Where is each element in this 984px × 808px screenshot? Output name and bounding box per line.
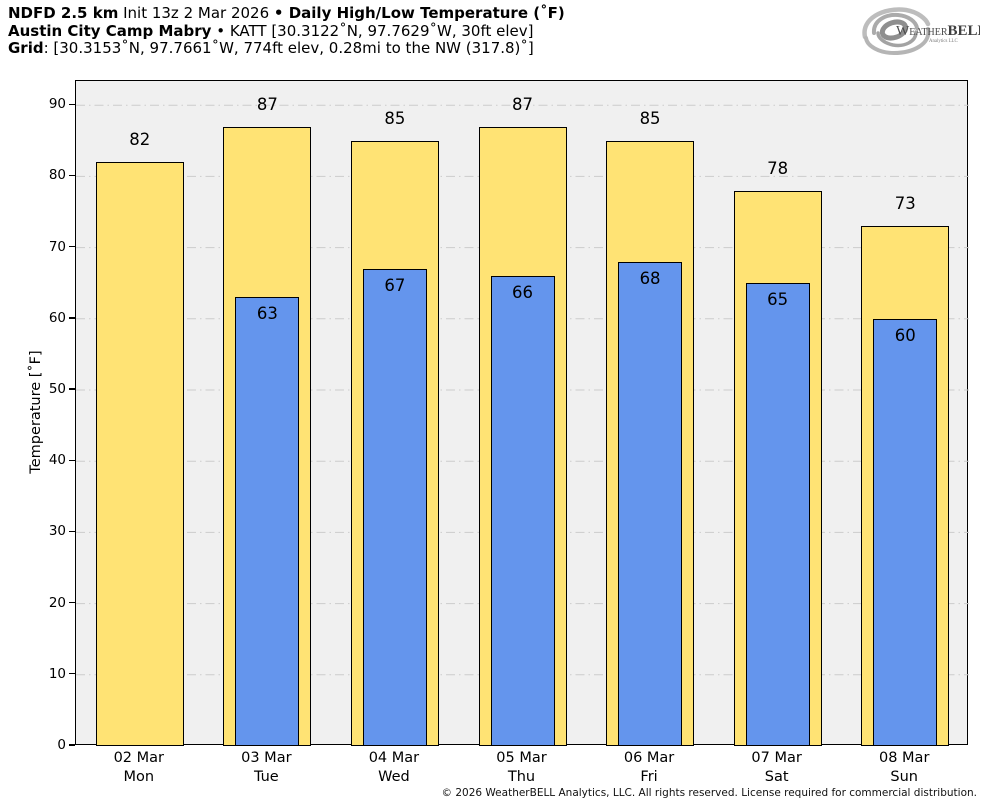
- x-tick-date: 06 Mar: [623, 750, 675, 766]
- logo-subtext: Analytics LLC: [929, 39, 958, 44]
- grid-coords: : [30.3153˚N, 97.7661˚W, 774ft elev, 0.2…: [43, 39, 534, 57]
- high-value-label: 82: [129, 130, 151, 150]
- low-bar: [362, 268, 427, 746]
- high-value-label: 85: [639, 108, 661, 128]
- grid-label: Grid: [8, 39, 44, 57]
- plot-area: 82 87 63 85 67 87 66 85 68 78 65 73 60: [75, 80, 969, 746]
- y-tick-label: 40: [48, 452, 66, 469]
- x-tick-date: 04 Mar: [368, 750, 420, 766]
- y-tick-label: 80: [48, 167, 66, 184]
- low-bar: [490, 276, 555, 746]
- x-tick-label: 06 Mar Fri: [585, 749, 713, 787]
- low-value-label: 60: [894, 325, 916, 345]
- station-name: Austin City Camp Mabry: [8, 21, 212, 40]
- bullet-separator: •: [273, 4, 289, 22]
- copyright-notice: © 2026 WeatherBELL Analytics, LLC. All r…: [441, 787, 977, 799]
- logo-word-bold: BELL: [948, 23, 980, 39]
- weatherbell-logo: WeatherBELL Analytics LLC: [856, 2, 984, 60]
- x-tick-day: Mon: [123, 769, 155, 785]
- x-tick-day: Thu: [507, 769, 536, 785]
- y-tick-mark: [69, 459, 75, 461]
- low-value-label: 66: [512, 283, 533, 303]
- y-tick-mark: [69, 530, 75, 533]
- page-title: Daily High/Low Temperature (˚F): [288, 4, 565, 22]
- header-line-grid: Grid: [30.3153˚N, 97.7661˚W, 774ft elev,…: [8, 39, 565, 58]
- x-tick-label: 04 Mar Wed: [330, 749, 458, 787]
- x-tick-date: 02 Mar: [113, 750, 164, 766]
- y-tick-mark: [69, 317, 75, 319]
- model-name: NDFD 2.5 km: [8, 4, 119, 22]
- low-bar: [235, 297, 300, 746]
- logo-wordmark: WeatherBELL: [896, 23, 980, 39]
- x-tick-date: 07 Mar: [751, 750, 802, 766]
- y-tick-mark: [69, 673, 75, 675]
- y-tick-mark: [69, 388, 75, 390]
- y-tick-label: 30: [48, 523, 66, 540]
- x-tick-date: 03 Mar: [241, 750, 292, 766]
- hurricane-swirl-icon: WeatherBELL Analytics LLC: [862, 7, 984, 56]
- x-tick-day: Wed: [378, 769, 410, 785]
- y-tick-label: 20: [48, 594, 66, 611]
- x-tick-label: 02 Mar Mon: [75, 749, 203, 787]
- y-tick-label: 90: [48, 96, 66, 113]
- low-bar: [745, 283, 810, 746]
- high-value-label: 87: [256, 94, 278, 114]
- high-value-label: 87: [512, 94, 533, 114]
- x-tick-date: 08 Mar: [878, 750, 930, 766]
- high-value-label: 78: [767, 158, 789, 178]
- header-line-model: NDFD 2.5 km Init 13z 2 Mar 2026 • Daily …: [8, 4, 565, 23]
- x-tick-day: Fri: [640, 769, 658, 785]
- y-tick-label: 70: [48, 238, 66, 255]
- low-bar: [618, 261, 683, 746]
- high-value-label: 73: [894, 194, 916, 214]
- station-coords: • KATT [30.3122˚N, 97.7629˚W, 30ft elev]: [211, 21, 534, 40]
- y-tick-mark: [69, 103, 75, 105]
- init-time: Init 13z 2 Mar 2026: [118, 4, 274, 22]
- y-tick-mark: [69, 744, 75, 746]
- low-bar: [873, 318, 938, 746]
- x-tick-label: 07 Mar Sat: [713, 749, 841, 787]
- low-value-label: 67: [384, 275, 406, 295]
- logo-word-main: Weather: [896, 24, 948, 39]
- y-tick-label: 10: [48, 665, 66, 682]
- x-tick-day: Sat: [764, 769, 789, 785]
- x-tick-label: 08 Mar Sun: [840, 749, 968, 787]
- high-value-label: 85: [384, 108, 406, 128]
- x-tick-date: 05 Mar: [496, 750, 547, 766]
- y-tick-mark: [69, 602, 75, 604]
- high-bar: [95, 162, 184, 746]
- y-tick-label: 60: [48, 309, 66, 326]
- header-line-station: Austin City Camp Mabry • KATT [30.3122˚N…: [8, 21, 565, 41]
- x-tick-day: Sun: [890, 769, 918, 785]
- x-tick-label: 05 Mar Thu: [458, 749, 586, 787]
- y-tick-label: 0: [57, 737, 66, 753]
- chart-header: NDFD 2.5 km Init 13z 2 Mar 2026 • Daily …: [8, 4, 565, 58]
- x-tick-day: Tue: [253, 769, 279, 785]
- low-value-label: 65: [767, 290, 789, 310]
- y-tick-mark: [69, 246, 75, 248]
- x-tick-label: 03 Mar Tue: [203, 749, 331, 787]
- low-value-label: 63: [256, 304, 278, 324]
- low-value-label: 68: [639, 268, 661, 288]
- y-tick-label: 50: [48, 381, 66, 397]
- y-tick-mark: [69, 174, 75, 177]
